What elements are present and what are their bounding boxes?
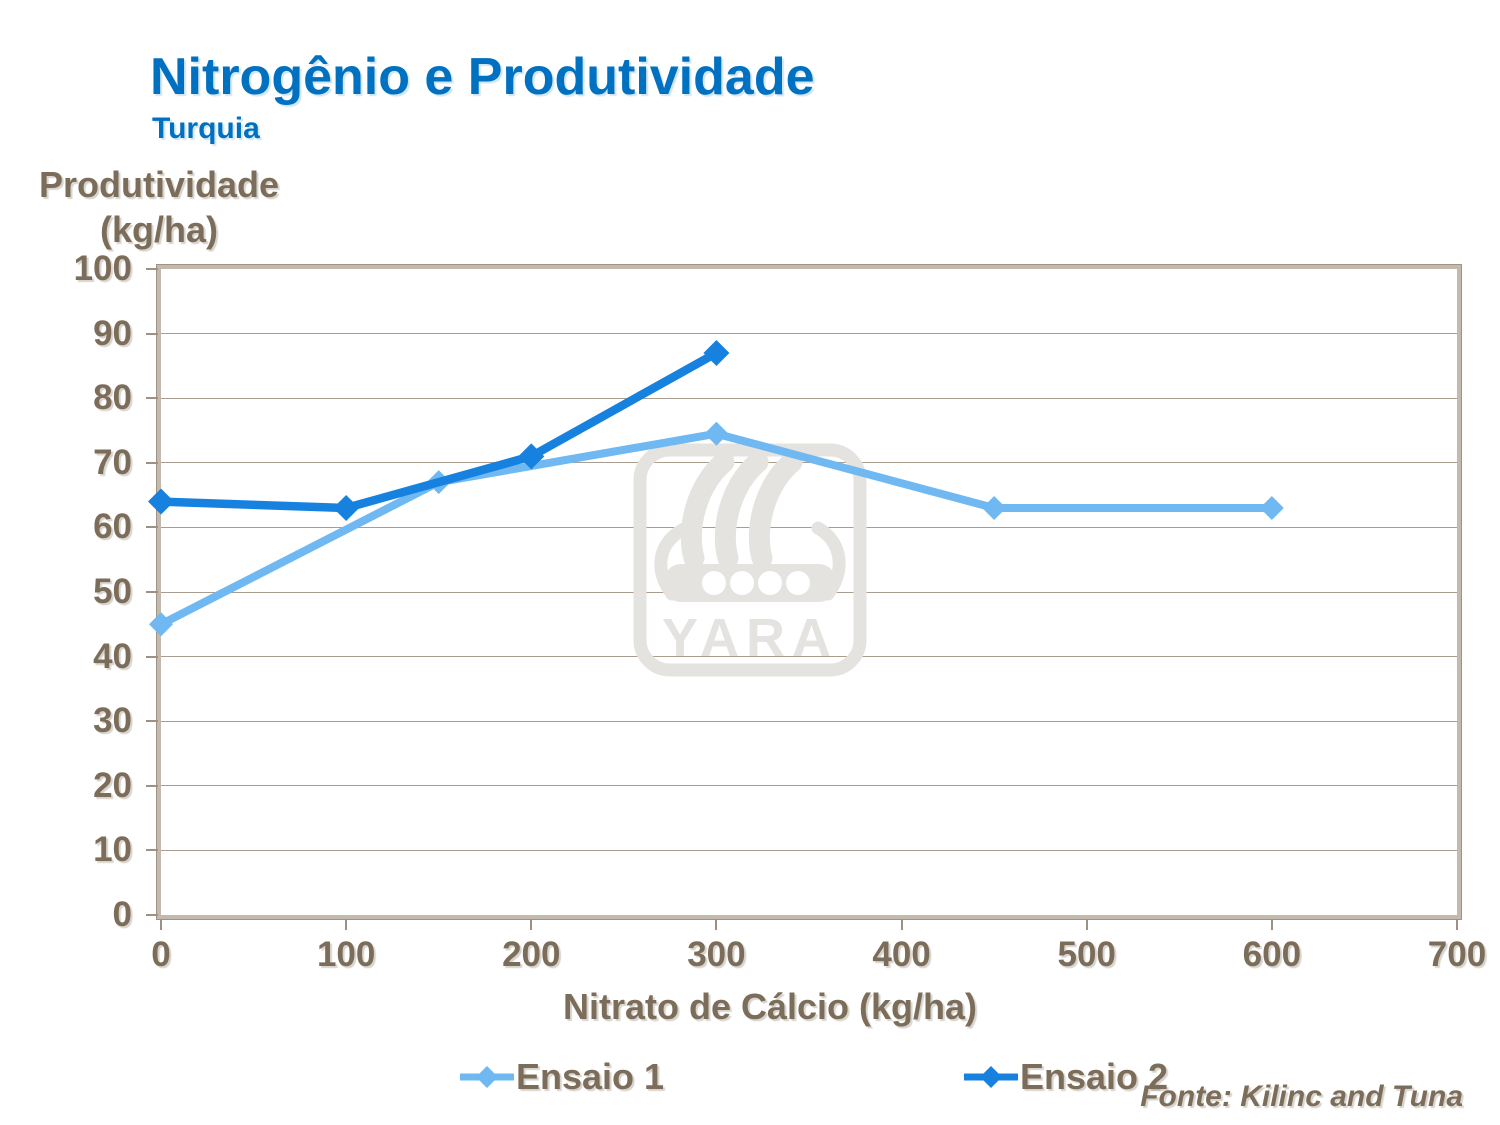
legend-item-ensaio-1: Ensaio 1 bbox=[460, 1055, 664, 1099]
viking-ship-sails bbox=[680, 451, 803, 569]
y-tick-mark-20 bbox=[146, 784, 158, 787]
legend-marker-ensaio-2 bbox=[964, 1066, 1018, 1088]
source-note: Fonte: Kilinc and Tuna bbox=[1140, 1080, 1463, 1113]
x-axis-title: Nitrato de Cálcio (kg/ha) bbox=[562, 986, 978, 1027]
x-tick-mark-100 bbox=[345, 919, 348, 930]
x-tick-mark-200 bbox=[530, 919, 533, 930]
gridline-y-80 bbox=[161, 397, 1457, 399]
x-tick-mark-600 bbox=[1270, 919, 1273, 930]
x-tick-label-200: 200 bbox=[502, 935, 561, 974]
y-tick-label-0: 0 bbox=[112, 895, 132, 934]
slide-title: Nitrogênio e Produtividade bbox=[150, 48, 815, 106]
y-tick-mark-10 bbox=[146, 849, 158, 852]
y-axis-title: Produtividade (kg/ha) bbox=[18, 162, 300, 252]
y-tick-label-90: 90 bbox=[93, 313, 132, 353]
x-tick-mark-300 bbox=[715, 919, 718, 930]
legend-marker-ensaio-1 bbox=[460, 1066, 514, 1088]
x-tick-mark-0 bbox=[160, 919, 162, 930]
gridline-y-10 bbox=[161, 849, 1457, 851]
gridline-y-20 bbox=[161, 785, 1457, 787]
y-tick-mark-40 bbox=[146, 655, 158, 658]
x-tick-mark-700 bbox=[1456, 919, 1458, 930]
y-tick-mark-30 bbox=[146, 720, 158, 723]
legend-label-ensaio-1: Ensaio 1 bbox=[516, 1056, 665, 1097]
gridline-y-30 bbox=[161, 720, 1457, 722]
yara-logo-graphic: YARA bbox=[633, 443, 867, 677]
legend-label-ensaio-2: Ensaio 2 bbox=[1020, 1056, 1169, 1097]
y-tick-mark-70 bbox=[146, 461, 158, 464]
x-tick-label-600: 600 bbox=[1242, 935, 1302, 974]
y-tick-label-10: 10 bbox=[93, 830, 132, 870]
y-axis-title-line1: Produtividade bbox=[38, 164, 280, 205]
x-tick-label-300: 300 bbox=[687, 935, 746, 974]
y-tick-mark-50 bbox=[146, 591, 158, 593]
y-tick-mark-80 bbox=[146, 397, 158, 400]
y-tick-label-40: 40 bbox=[93, 636, 132, 676]
yara-logo-watermark: YARA bbox=[632, 442, 868, 678]
x-tick-mark-500 bbox=[1085, 919, 1088, 930]
legend-item-ensaio-2: Ensaio 2 bbox=[964, 1055, 1168, 1099]
y-tick-label-80: 80 bbox=[93, 378, 132, 418]
y-tick-mark-100 bbox=[146, 268, 158, 270]
plot-area: YARA bbox=[157, 265, 1461, 919]
y-axis-title-line2: (kg/ha) bbox=[99, 209, 218, 250]
x-tick-label-700: 700 bbox=[1427, 935, 1487, 974]
x-tick-label-500: 500 bbox=[1057, 935, 1116, 974]
y-tick-mark-60 bbox=[146, 526, 158, 529]
y-tick-label-100: 100 bbox=[73, 249, 132, 288]
gridline-y-40 bbox=[161, 656, 1457, 658]
watermark-wordmark: YARA bbox=[662, 608, 838, 668]
y-tick-mark-0 bbox=[146, 914, 158, 916]
x-tick-label-0: 0 bbox=[151, 935, 171, 974]
y-tick-mark-90 bbox=[146, 332, 158, 335]
x-tick-label-100: 100 bbox=[316, 935, 376, 974]
y-tick-label-20: 20 bbox=[93, 765, 132, 805]
y-tick-label-60: 60 bbox=[93, 507, 132, 547]
x-tick-label-400: 400 bbox=[872, 935, 931, 974]
x-tick-mark-400 bbox=[900, 919, 903, 930]
slide-subtitle: Turquia bbox=[152, 112, 260, 145]
gridline-y-90 bbox=[161, 333, 1457, 335]
y-tick-label-50: 50 bbox=[93, 572, 132, 611]
y-tick-label-70: 70 bbox=[93, 442, 132, 482]
y-tick-label-30: 30 bbox=[93, 701, 132, 741]
